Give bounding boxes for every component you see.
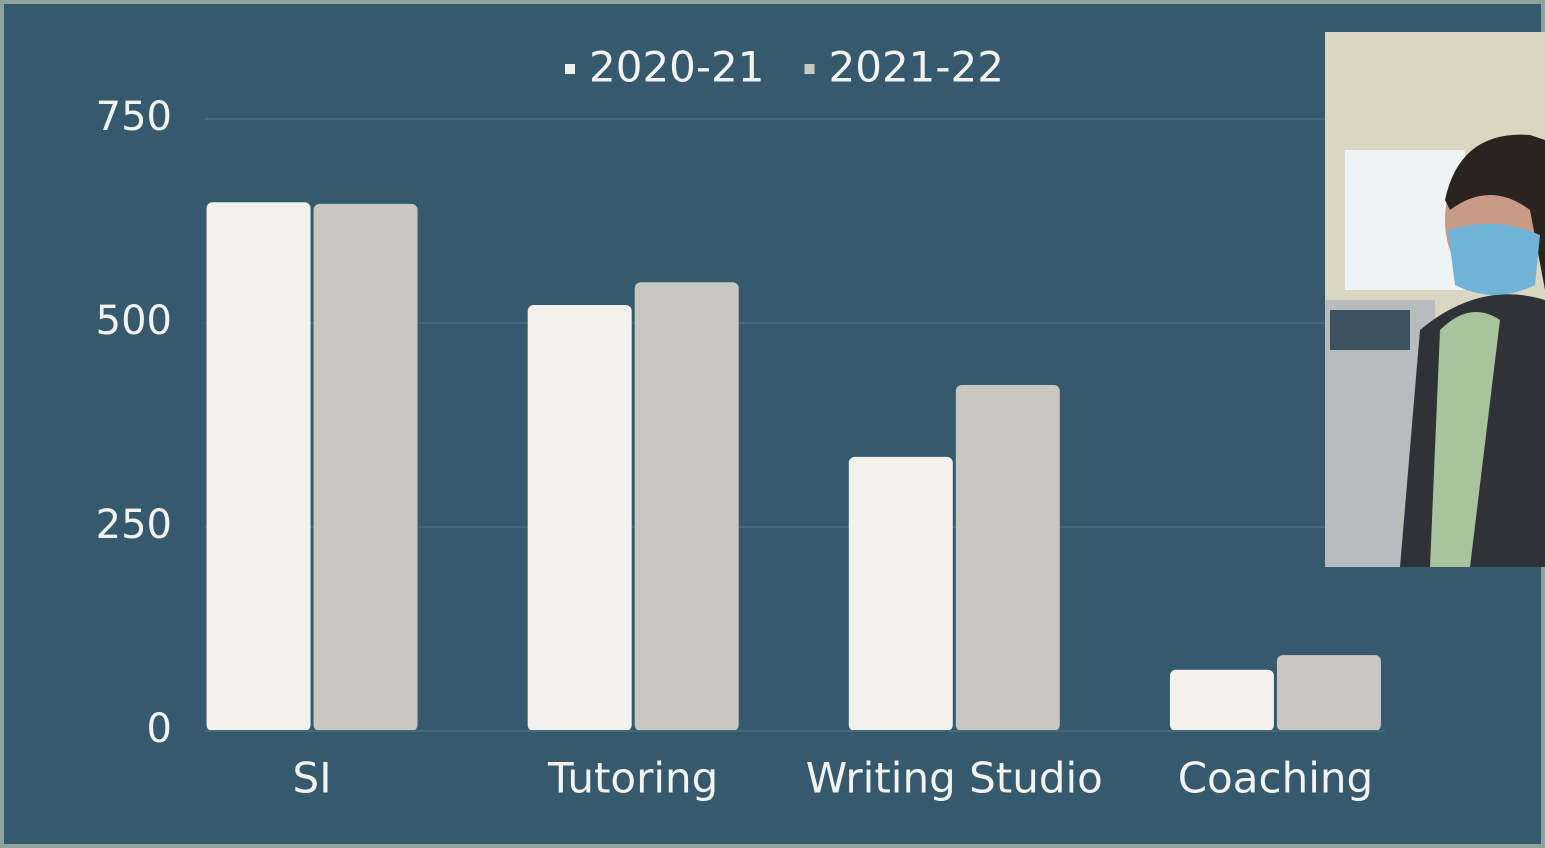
bar <box>635 282 739 731</box>
legend-marker <box>805 64 815 74</box>
legend-label: 2020-21 <box>589 43 765 92</box>
x-tick-label: Coaching <box>1178 754 1373 803</box>
x-tick-label: SI <box>293 754 332 803</box>
chart: 0 250 500 750 SI Tutoring Writing Studio Coachi… <box>0 0 1545 848</box>
bar <box>1277 655 1381 731</box>
bar <box>314 204 418 731</box>
photo <box>1325 32 1545 567</box>
photo-table <box>1330 310 1410 350</box>
x-tick-label: Writing Studio <box>806 754 1103 803</box>
x-tick-label: Tutoring <box>547 754 718 803</box>
legend-marker <box>565 64 575 74</box>
bar <box>1170 670 1274 731</box>
y-tick-label: 500 <box>96 298 172 344</box>
legend-label: 2021-22 <box>829 43 1005 92</box>
bar <box>849 457 953 731</box>
y-tick-label: 250 <box>96 502 172 548</box>
bar <box>956 385 1060 731</box>
bar <box>207 202 311 731</box>
page: 0 250 500 750 SI Tutoring Writing Studio Coachi… <box>0 0 1545 848</box>
y-tick-label: 750 <box>96 94 172 140</box>
photo-mask <box>1448 224 1540 295</box>
y-tick-label: 0 <box>147 706 172 752</box>
bar <box>528 305 632 731</box>
